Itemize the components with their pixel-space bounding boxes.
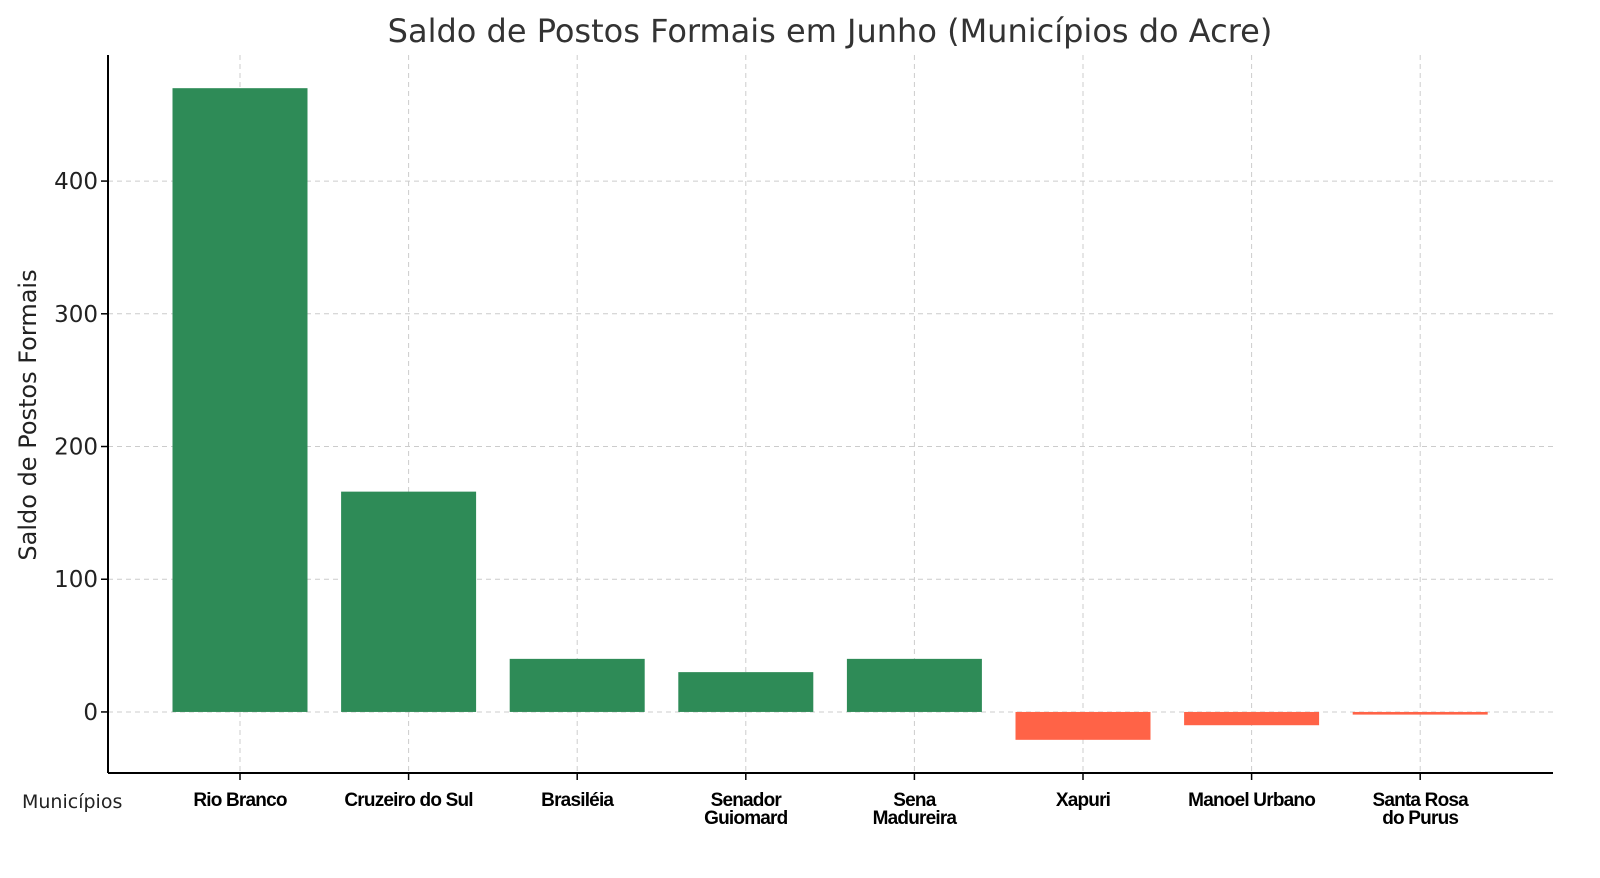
bar <box>846 658 982 712</box>
x-tick-label: Brasiléia <box>541 790 614 811</box>
bar <box>172 88 308 712</box>
y-tick-label: 400 <box>54 169 98 195</box>
x-axis-label: Municípios <box>22 791 122 813</box>
x-tick-label: Manoel Urbano <box>1188 790 1315 811</box>
chart-title: Saldo de Postos Formais em Junho (Municí… <box>388 12 1273 50</box>
bar <box>509 658 645 712</box>
bar <box>1015 711 1151 740</box>
x-tick-label: Rio Branco <box>193 790 287 811</box>
bar <box>341 491 477 712</box>
x-tick-label: Xapuri <box>1056 790 1110 811</box>
y-tick-label: 200 <box>54 435 98 461</box>
bar <box>678 672 814 712</box>
x-tick-label: Sena <box>893 790 936 811</box>
x-tick-label: do Purus <box>1382 808 1458 829</box>
x-tick-label: Senador <box>711 790 783 811</box>
x-tick-label: Guiomard <box>704 808 788 829</box>
y-axis-label: Saldo de Postos Formais <box>14 269 42 560</box>
x-tick-label: Cruzeiro do Sul <box>344 790 472 811</box>
bar <box>1184 711 1320 726</box>
y-tick-label: 0 <box>83 700 98 726</box>
x-tick-label: Santa Rosa <box>1372 790 1469 811</box>
x-tick-label: Madureira <box>873 808 958 829</box>
bar <box>1352 711 1488 715</box>
y-tick-label: 300 <box>54 302 98 328</box>
y-tick-label: 100 <box>54 567 98 593</box>
